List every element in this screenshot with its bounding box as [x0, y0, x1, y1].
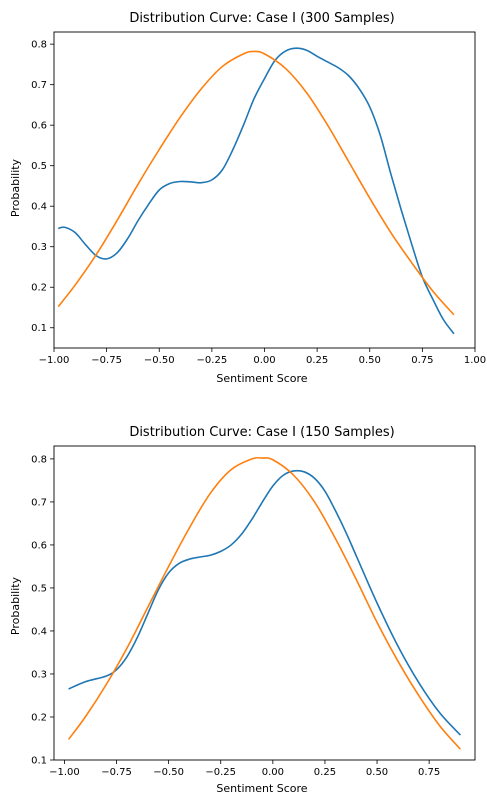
y-axis-label: Probability	[9, 158, 22, 217]
y-tick-label: 0.6	[31, 121, 47, 132]
series-line-1	[68, 469, 461, 736]
y-tick-label: 0.1	[31, 756, 47, 767]
y-tick-label: 0.8	[31, 40, 47, 51]
chart-2: Distribution Curve: Case I (150 Samples)…	[9, 425, 476, 792]
x-tick-label: 1.00	[464, 355, 486, 366]
y-tick-label: 0.5	[31, 161, 47, 172]
y-tick-label: 0.5	[31, 583, 47, 594]
x-axis-label: Sentiment Score	[216, 372, 307, 385]
x-tick-label: −0.50	[153, 767, 184, 778]
y-tick-label: 0.2	[31, 283, 47, 294]
x-tick-label: −0.50	[144, 355, 175, 366]
x-tick-label: 0.25	[314, 767, 336, 778]
y-tick-label: 0.4	[31, 626, 47, 637]
x-tick-label: 0.75	[411, 355, 433, 366]
x-tick-label: 0.00	[253, 355, 275, 366]
y-axis-label: Probability	[9, 576, 22, 635]
x-tick-label: 0.50	[359, 355, 381, 366]
x-tick-label: −0.75	[101, 767, 132, 778]
x-tick-label: 0.00	[262, 767, 284, 778]
y-tick-label: 0.4	[31, 202, 47, 213]
y-tick-label: 0.1	[31, 323, 47, 334]
x-tick-label: −0.25	[197, 355, 228, 366]
y-tick-label: 0.7	[31, 80, 47, 91]
y-tick-label: 0.7	[31, 497, 47, 508]
y-tick-label: 0.3	[31, 669, 47, 680]
y-tick-label: 0.3	[31, 242, 47, 253]
x-tick-label: −1.00	[49, 767, 80, 778]
plot-frame	[53, 445, 476, 761]
x-tick-label: 0.75	[418, 767, 440, 778]
y-tick-label: 0.2	[31, 712, 47, 723]
x-tick-label: 0.50	[366, 767, 388, 778]
y-tick-label: 0.8	[31, 454, 47, 465]
chart-title: Distribution Curve: Case I (150 Samples)	[129, 425, 394, 440]
x-axis-label: Sentiment Score	[216, 782, 307, 792]
x-tick-label: −1.00	[39, 355, 70, 366]
chart-title: Distribution Curve: Case I (300 Samples)	[129, 11, 394, 26]
series-line-1	[57, 47, 455, 335]
series-line-2	[67, 456, 462, 750]
x-tick-label: −0.25	[205, 767, 236, 778]
y-tick-label: 0.6	[31, 540, 47, 551]
x-tick-label: −0.75	[91, 355, 122, 366]
x-tick-label: 0.25	[306, 355, 328, 366]
series-line-2	[57, 50, 455, 316]
chart-1: Distribution Curve: Case I (300 Samples)…	[9, 11, 486, 385]
